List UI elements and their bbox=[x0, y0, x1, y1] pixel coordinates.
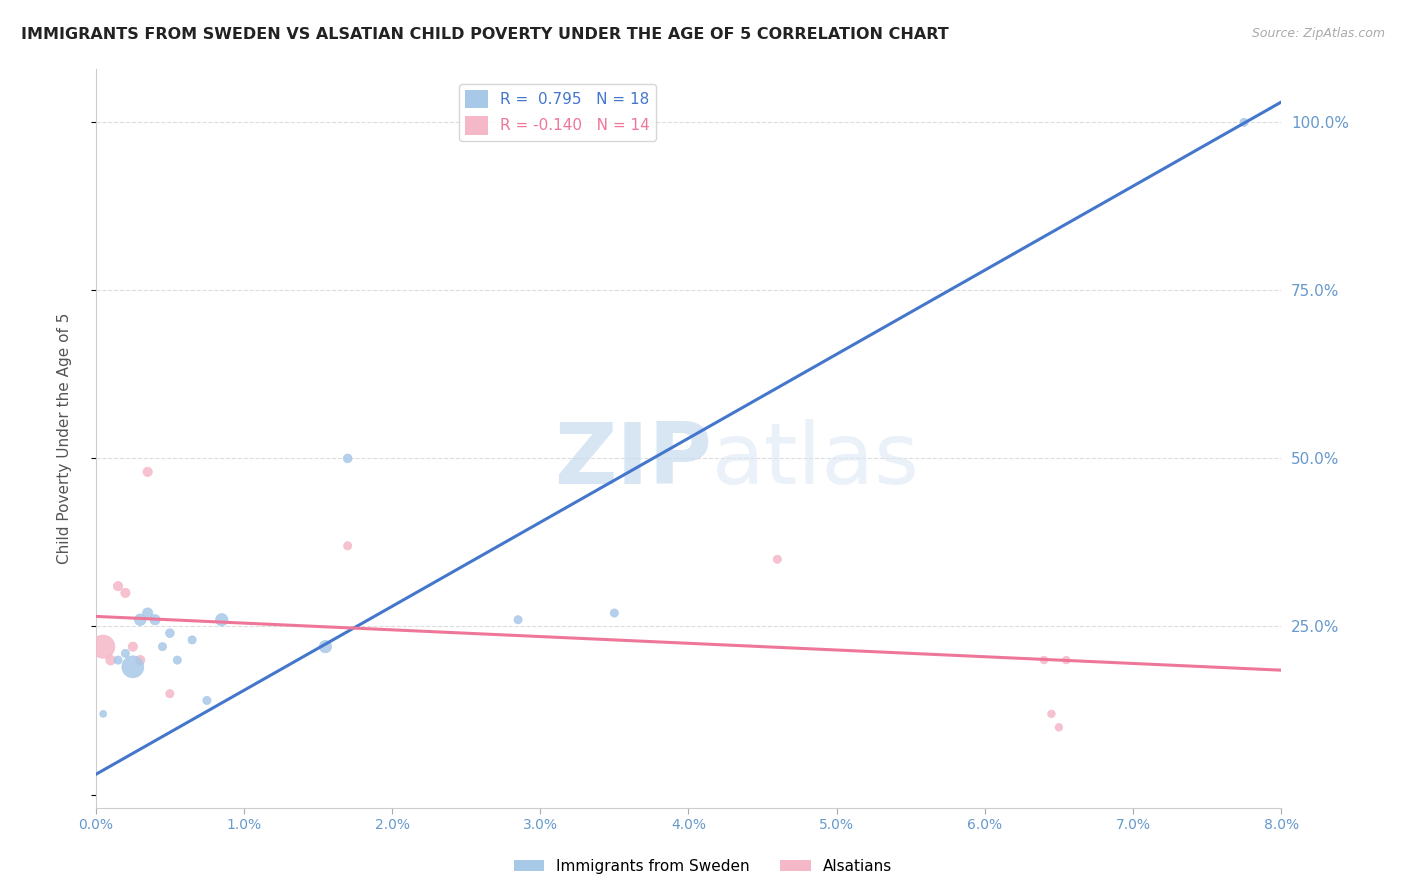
Point bbox=[336, 451, 359, 466]
Point bbox=[1047, 720, 1070, 734]
Point bbox=[211, 613, 233, 627]
Point bbox=[136, 465, 159, 479]
Point bbox=[129, 653, 152, 667]
Point bbox=[107, 579, 129, 593]
Point bbox=[166, 653, 188, 667]
Point bbox=[1233, 115, 1256, 129]
Point bbox=[1033, 653, 1056, 667]
Point bbox=[1054, 653, 1077, 667]
Point bbox=[506, 613, 529, 627]
Text: Source: ZipAtlas.com: Source: ZipAtlas.com bbox=[1251, 27, 1385, 40]
Point bbox=[107, 653, 129, 667]
Legend: R =  0.795   N = 18, R = -0.140   N = 14: R = 0.795 N = 18, R = -0.140 N = 14 bbox=[458, 84, 657, 141]
Point bbox=[159, 626, 181, 640]
Point bbox=[766, 552, 789, 566]
Point bbox=[136, 606, 159, 620]
Point bbox=[121, 660, 143, 674]
Point bbox=[159, 687, 181, 701]
Point bbox=[121, 640, 143, 654]
Text: IMMIGRANTS FROM SWEDEN VS ALSATIAN CHILD POVERTY UNDER THE AGE OF 5 CORRELATION : IMMIGRANTS FROM SWEDEN VS ALSATIAN CHILD… bbox=[21, 27, 949, 42]
Text: ZIP: ZIP bbox=[554, 419, 713, 502]
Point bbox=[336, 539, 359, 553]
Point bbox=[195, 693, 218, 707]
Point bbox=[114, 646, 136, 660]
Point bbox=[100, 653, 122, 667]
Point bbox=[314, 640, 336, 654]
Point bbox=[1040, 706, 1063, 721]
Point bbox=[152, 640, 174, 654]
Text: atlas: atlas bbox=[713, 419, 920, 502]
Point bbox=[91, 706, 114, 721]
Y-axis label: Child Poverty Under the Age of 5: Child Poverty Under the Age of 5 bbox=[58, 312, 72, 564]
Point bbox=[129, 613, 152, 627]
Point bbox=[91, 640, 114, 654]
Legend: Immigrants from Sweden, Alsatians: Immigrants from Sweden, Alsatians bbox=[508, 853, 898, 880]
Point bbox=[143, 613, 166, 627]
Point bbox=[603, 606, 626, 620]
Point bbox=[181, 632, 204, 647]
Point bbox=[114, 586, 136, 600]
